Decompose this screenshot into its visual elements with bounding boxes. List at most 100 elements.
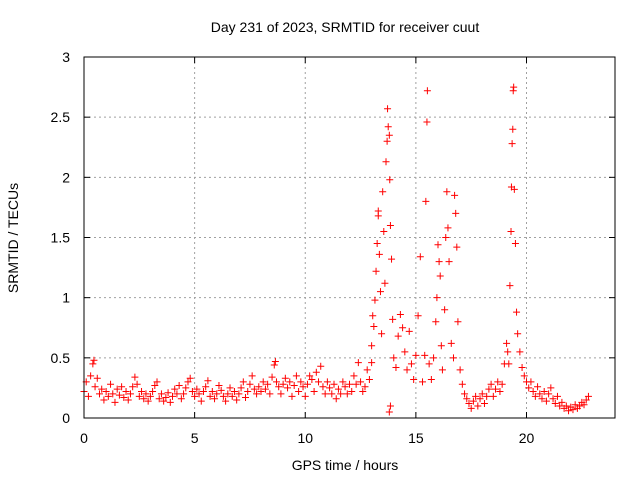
data-point: [261, 385, 269, 393]
data-point: [452, 209, 460, 217]
plot-frame: [83, 56, 616, 419]
data-point: [445, 258, 453, 266]
data-point: [113, 385, 121, 393]
data-point: [483, 392, 491, 400]
data-point: [275, 383, 283, 391]
x-axis-label: GPS time / hours: [292, 457, 399, 473]
data-point: [295, 388, 303, 396]
data-point: [401, 348, 409, 356]
data-point: [157, 390, 165, 398]
data-point: [104, 392, 112, 400]
data-point: [437, 342, 445, 350]
data-point: [138, 388, 146, 396]
data-point: [182, 384, 190, 392]
data-point: [277, 390, 285, 398]
data-point: [399, 324, 407, 332]
data-point: [120, 394, 128, 402]
data-point: [259, 378, 267, 386]
data-point: [456, 366, 464, 374]
data-point: [191, 392, 199, 400]
data-point: [202, 383, 210, 391]
data-point: [562, 402, 570, 410]
y-tick-label: 0.5: [51, 350, 71, 366]
data-point: [164, 389, 172, 397]
data-point: [93, 374, 101, 382]
chart-title: Day 231 of 2023, SRMTID for receiver cuu…: [211, 19, 480, 35]
data-point: [516, 348, 524, 356]
data-point: [215, 382, 223, 390]
data-point: [354, 359, 362, 367]
data-point: [405, 327, 413, 335]
data-point: [368, 342, 376, 350]
data-point: [492, 385, 500, 393]
data-point: [442, 234, 450, 241]
data-point: [435, 258, 443, 266]
data-point: [226, 384, 234, 392]
data-point: [87, 372, 95, 380]
data-point: [494, 378, 502, 386]
data-point: [414, 312, 422, 320]
data-point: [463, 395, 471, 403]
data-point: [299, 383, 307, 391]
data-point: [527, 378, 535, 386]
data-point: [270, 361, 278, 369]
data-point: [376, 288, 384, 296]
data-point: [290, 382, 298, 390]
data-point: [380, 227, 388, 235]
data-point: [268, 373, 276, 381]
data-point: [383, 137, 391, 145]
data-point: [301, 392, 309, 400]
data-point: [271, 357, 279, 365]
data-point: [496, 388, 504, 396]
data-point: [430, 354, 438, 362]
data-point: [155, 395, 163, 403]
data-point: [538, 395, 546, 403]
data-point: [363, 366, 371, 374]
data-point: [233, 396, 241, 404]
data-point: [423, 118, 431, 126]
data-point: [204, 377, 212, 385]
data-point: [135, 392, 143, 400]
data-point: [381, 279, 389, 287]
data-point: [91, 383, 99, 391]
data-point: [584, 392, 592, 400]
data-point: [458, 380, 466, 388]
data-point: [142, 390, 150, 398]
data-point: [507, 227, 515, 235]
data-point: [518, 363, 526, 371]
data-point: [312, 368, 320, 376]
data-point: [407, 360, 415, 368]
y-axis-label: SRMTID / TECUs: [5, 183, 21, 293]
data-point: [422, 197, 430, 205]
data-point: [257, 388, 265, 396]
data-point: [378, 330, 386, 338]
data-point: [284, 384, 292, 392]
data-point: [175, 382, 183, 390]
data-point: [454, 318, 462, 326]
x-tick-label: 20: [519, 430, 535, 446]
data-point: [571, 401, 579, 409]
data-point: [384, 105, 392, 113]
data-point: [525, 384, 533, 392]
x-tick-label: 10: [297, 430, 313, 446]
data-point: [520, 372, 528, 380]
data-point: [373, 240, 381, 248]
data-point: [582, 396, 590, 404]
y-tick-label: 1: [62, 290, 70, 306]
data-point: [195, 390, 203, 398]
data-point: [100, 396, 108, 404]
y-tick-label: 1.5: [51, 230, 71, 246]
data-point: [465, 400, 473, 408]
data-point: [433, 294, 441, 302]
data-point: [467, 404, 475, 412]
grid: [84, 57, 615, 418]
data-point: [536, 390, 544, 398]
y-tick-label: 2: [62, 169, 70, 185]
data-point: [549, 395, 557, 403]
data-point: [505, 360, 513, 368]
data-point: [217, 386, 225, 394]
x-tick-label: 5: [191, 430, 199, 446]
data-point: [219, 392, 227, 400]
data-point: [453, 243, 461, 251]
